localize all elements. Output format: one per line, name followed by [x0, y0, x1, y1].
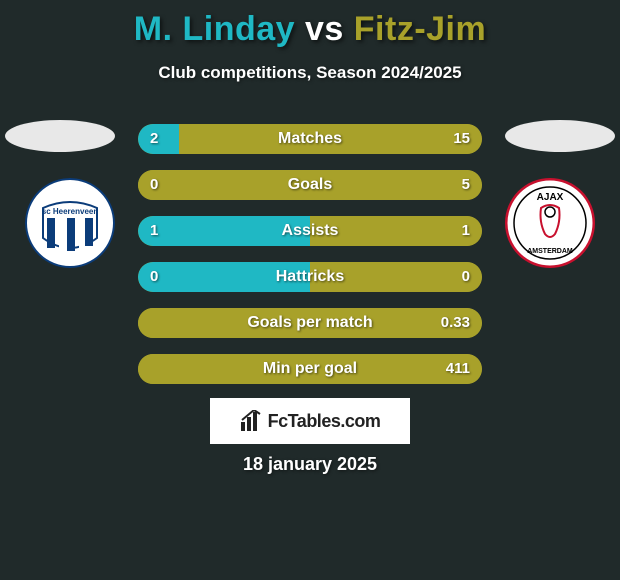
stats-container: 2 Matches 15 0 Goals 5 1 Assists 1 0 Hat…: [138, 124, 482, 400]
stat-label: Goals: [138, 170, 482, 200]
stat-label: Hattricks: [138, 262, 482, 292]
brand-text: FcTables.com: [268, 411, 381, 432]
stat-value-right: 411: [446, 354, 470, 384]
ajax-badge-icon: AJAX AMSTERDAM: [505, 178, 595, 268]
stat-value-right: 0.33: [441, 308, 470, 338]
player-right-avatar: [505, 120, 615, 152]
stat-row: 0 Goals 5: [138, 170, 482, 200]
club-badge-right: AJAX AMSTERDAM: [505, 178, 595, 268]
stat-label: Min per goal: [138, 354, 482, 384]
player-right-name: Fitz-Jim: [354, 10, 486, 48]
date-text: 18 january 2025: [0, 454, 620, 475]
svg-text:sc Heerenveen: sc Heerenveen: [42, 207, 99, 216]
player-left-avatar: [5, 120, 115, 152]
stat-row: 2 Matches 15: [138, 124, 482, 154]
heerenveen-badge-icon: sc Heerenveen: [25, 178, 115, 268]
subtitle: Club competitions, Season 2024/2025: [0, 63, 620, 83]
stat-value-right: 1: [462, 216, 470, 246]
player-left-name: M. Linday: [134, 10, 295, 48]
stat-value-right: 5: [462, 170, 470, 200]
vs-text: vs: [295, 10, 354, 48]
stat-value-right: 0: [462, 262, 470, 292]
comparison-title: M. Linday vs Fitz-Jim: [0, 0, 620, 49]
svg-text:AMSTERDAM: AMSTERDAM: [527, 248, 573, 255]
fctables-logo-icon: [240, 410, 262, 432]
svg-text:AJAX: AJAX: [537, 192, 564, 203]
stat-label: Goals per match: [138, 308, 482, 338]
club-badge-left: sc Heerenveen: [25, 178, 115, 268]
stat-row: 0 Hattricks 0: [138, 262, 482, 292]
stat-value-right: 15: [453, 124, 470, 154]
stat-row: 1 Assists 1: [138, 216, 482, 246]
stat-label: Matches: [138, 124, 482, 154]
stat-row: Min per goal 411: [138, 354, 482, 384]
brand-box: FcTables.com: [210, 398, 410, 444]
stat-label: Assists: [138, 216, 482, 246]
stat-row: Goals per match 0.33: [138, 308, 482, 338]
